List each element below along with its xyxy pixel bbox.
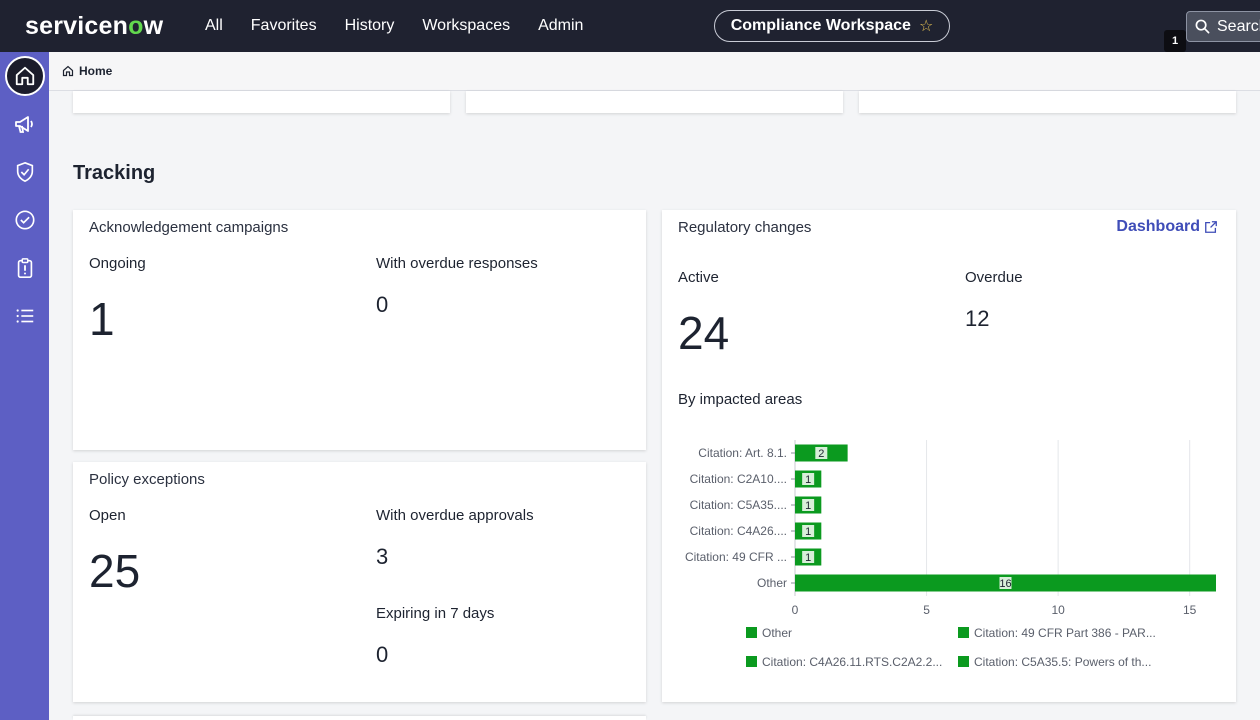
bar-value-bg xyxy=(815,447,828,459)
clipboard-alert-icon xyxy=(17,258,33,278)
section-title: Tracking xyxy=(73,162,156,184)
legend-entry[interactable]: Other xyxy=(762,626,792,640)
top-navigation-bar: servicenow All Favorites History Workspa… xyxy=(0,0,1260,52)
ack-overdue-label: With overdue responses xyxy=(376,255,538,272)
category-label: Citation: Art. 8.1. xyxy=(698,446,787,460)
shield-check-icon xyxy=(16,161,34,183)
partial-card-1 xyxy=(73,91,450,113)
acknowledgement-campaigns-card xyxy=(73,210,646,450)
policy-expiring-value[interactable]: 0 xyxy=(376,642,389,667)
nav-all[interactable]: All xyxy=(205,17,223,34)
bar-value-label: 1 xyxy=(805,474,811,486)
category-label: Citation: C5A35.... xyxy=(690,498,787,512)
bar-value-label: 1 xyxy=(805,526,811,538)
policy-exceptions-card xyxy=(73,462,646,702)
legend-swatch xyxy=(746,627,757,638)
check-circle-icon xyxy=(15,210,35,230)
reg-overdue-label: Overdue xyxy=(965,269,1023,286)
partial-card-2 xyxy=(466,91,843,113)
bar-value-label: 1 xyxy=(805,552,811,564)
policy-open-value[interactable]: 25 xyxy=(89,545,141,597)
reg-active-label: Active xyxy=(678,269,719,286)
star-icon[interactable]: ☆ xyxy=(918,18,934,35)
category-label: Other xyxy=(757,576,787,590)
nav-history[interactable]: History xyxy=(344,17,395,34)
sidebar-lists[interactable] xyxy=(5,296,45,336)
external-link-icon xyxy=(1205,221,1217,233)
bar-value-bg xyxy=(802,499,815,511)
nav-workspaces[interactable]: Workspaces xyxy=(422,17,511,34)
breadcrumb: Home xyxy=(49,52,1260,91)
sidebar-compliance[interactable] xyxy=(5,152,45,192)
policy-expiring-label: Expiring in 7 days xyxy=(376,605,495,622)
category-label: Citation: C4A26.... xyxy=(690,524,787,538)
home-icon xyxy=(62,65,74,77)
bar-value-label: 1 xyxy=(805,500,811,512)
workspace-switcher-button[interactable]: Compliance Workspace ☆ xyxy=(714,10,950,42)
bar-value-label: 2 xyxy=(818,448,824,460)
partial-card-3 xyxy=(859,91,1236,113)
ack-overdue-value[interactable]: 0 xyxy=(376,292,389,317)
reg-card-title: Regulatory changes xyxy=(678,219,812,236)
megaphone-icon xyxy=(15,116,33,133)
reg-overdue-value[interactable]: 12 xyxy=(965,306,990,331)
notification-count-badge[interactable]: 1 xyxy=(1164,30,1186,52)
x-tick-label: 10 xyxy=(1051,603,1065,617)
policy-open-label: Open xyxy=(89,507,126,524)
nav-admin[interactable]: Admin xyxy=(538,17,584,34)
next-card-edge xyxy=(73,716,646,720)
sidebar-announcements[interactable] xyxy=(5,104,45,144)
workspace-label: Compliance Workspace xyxy=(730,17,911,34)
legend-swatch xyxy=(746,656,757,667)
x-tick-label: 5 xyxy=(923,603,930,617)
ack-ongoing-value[interactable]: 1 xyxy=(89,293,115,345)
home-icon xyxy=(15,66,35,86)
sidebar-home[interactable] xyxy=(5,56,45,96)
bar-value-bg xyxy=(802,473,815,485)
sidebar-tasks[interactable] xyxy=(5,200,45,240)
ack-ongoing-label: Ongoing xyxy=(89,255,146,272)
legend-swatch xyxy=(958,656,969,667)
main-nav: All Favorites History Workspaces Admin xyxy=(205,17,611,35)
dashboard-link[interactable]: Dashboard xyxy=(1116,218,1218,236)
policy-overdue-label: With overdue approvals xyxy=(376,507,534,524)
dashboard-link-label: Dashboard xyxy=(1116,218,1200,235)
search-placeholder: Search xyxy=(1217,17,1260,35)
legend-entry[interactable]: Citation: 49 CFR Part 386 - PAR... xyxy=(974,626,1156,640)
sidebar-issues[interactable] xyxy=(5,248,45,288)
legend-entry[interactable]: Citation: C5A35.5: Powers of th... xyxy=(974,655,1151,669)
legend-entry[interactable]: Citation: C4A26.11.RTS.C2A2.2... xyxy=(762,655,942,669)
breadcrumb-home-link[interactable]: Home xyxy=(79,64,113,78)
left-sidebar xyxy=(0,52,49,720)
policy-overdue-value[interactable]: 3 xyxy=(376,544,389,569)
bar-value-bg xyxy=(802,525,815,537)
reg-active-value[interactable]: 24 xyxy=(678,307,730,359)
category-label: Citation: 49 CFR ... xyxy=(685,550,787,564)
legend-swatch xyxy=(958,627,969,638)
search-icon xyxy=(1195,19,1210,34)
nav-favorites[interactable]: Favorites xyxy=(250,17,317,34)
bar-value-label: 16 xyxy=(999,578,1011,590)
bar-value-bg xyxy=(999,577,1012,589)
impacted-areas-bar-chart: Citation: Art. 8.1. 2 Citation: C2A10.... 1… xyxy=(685,440,1216,669)
x-tick-label: 0 xyxy=(792,603,799,617)
reg-chart-title: By impacted areas xyxy=(678,391,803,408)
list-icon xyxy=(16,309,34,323)
servicenow-logo[interactable]: servicenow xyxy=(25,11,164,40)
global-search-input[interactable]: Search xyxy=(1186,11,1260,42)
regulatory-changes-card xyxy=(662,210,1236,702)
x-tick-label: 15 xyxy=(1183,603,1197,617)
policy-card-title: Policy exceptions xyxy=(89,471,205,488)
bar-value-bg xyxy=(802,551,815,563)
category-label: Citation: C2A10.... xyxy=(690,472,787,486)
ack-card-title: Acknowledgement campaigns xyxy=(89,219,289,236)
